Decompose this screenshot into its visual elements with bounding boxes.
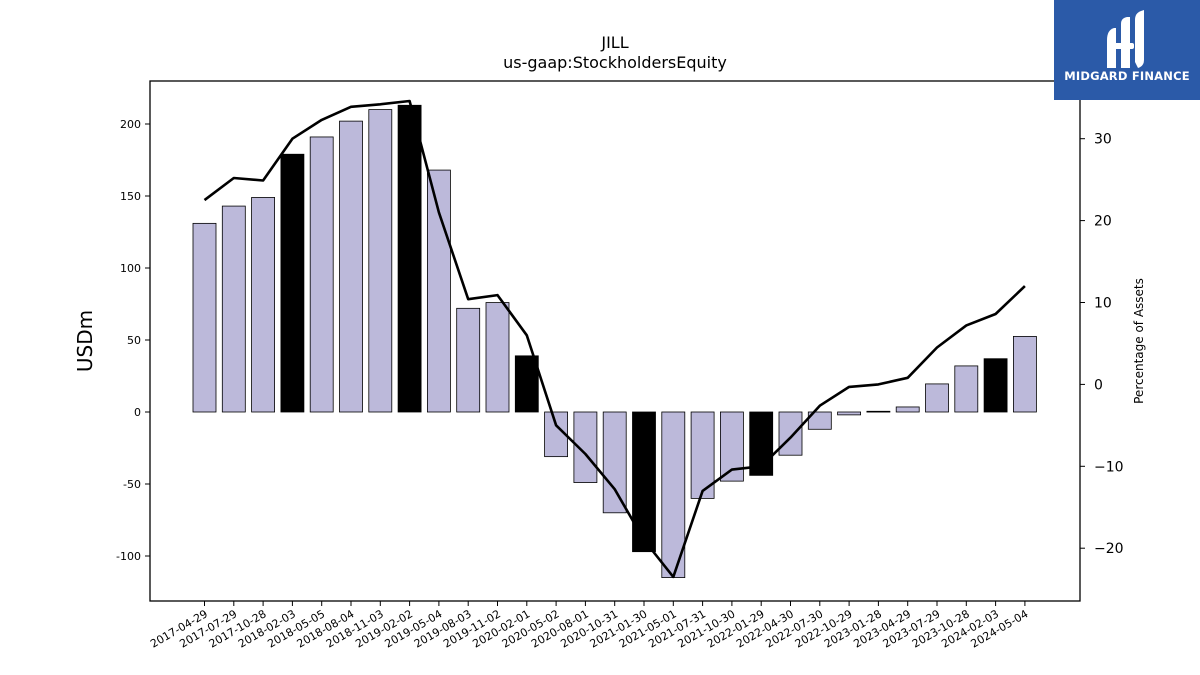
y-tick-label: 100: [120, 262, 141, 275]
y2-axis-label: Percentage of Assets: [1132, 278, 1146, 404]
y-tick-label: 150: [120, 190, 141, 203]
bar: [925, 383, 949, 413]
y-tick-label: -50: [123, 478, 141, 491]
logo-mark-icon: [1107, 10, 1144, 68]
bar: [602, 411, 627, 514]
right-axis: −20 −10 0 10 20 30: [1080, 132, 1124, 557]
bar: [368, 109, 393, 413]
bar: [573, 411, 598, 483]
y2-tick-label: −20: [1094, 541, 1124, 557]
y-tick-label: 200: [120, 118, 141, 131]
logo-text: MIDGARD FINANCE: [1064, 69, 1190, 83]
left-axis: -100 -50 0 50 100 150 200: [116, 118, 150, 563]
line-series: [203, 99, 1026, 579]
bar: [426, 169, 451, 413]
y2-tick-label: 20: [1094, 214, 1112, 230]
bar: [895, 406, 920, 413]
bar: [778, 411, 803, 456]
bar: [339, 120, 363, 413]
bar: [807, 411, 832, 430]
brand-logo: MIDGARD FINANCE: [1054, 0, 1200, 100]
bar: [221, 205, 246, 413]
bar: [866, 410, 891, 413]
y2-tick-label: 30: [1094, 132, 1112, 148]
bar: [514, 355, 539, 413]
bar: [485, 302, 510, 413]
bar: [397, 104, 422, 413]
bar-series: [192, 104, 1037, 579]
line: [203, 99, 1026, 579]
bar: [632, 411, 656, 553]
chart-subtitle: us-gaap:StockholdersEquity: [503, 53, 727, 72]
bar: [192, 222, 217, 413]
y2-tick-label: −10: [1094, 459, 1124, 475]
bar: [544, 411, 568, 458]
y2-tick-label: 10: [1094, 296, 1112, 312]
bar: [837, 411, 861, 416]
y-tick-label: 50: [127, 334, 141, 347]
bar: [983, 358, 1008, 413]
bar: [720, 411, 744, 482]
bar: [456, 307, 481, 413]
x-axis: 2017-04-292017-07-292017-10-282018-02-03…: [148, 601, 1030, 651]
y2-tick-label: 0: [1094, 377, 1103, 393]
y-tick-label: 0: [134, 406, 141, 419]
bar: [251, 197, 276, 413]
bar: [309, 136, 334, 413]
y-tick-label: -100: [116, 550, 141, 563]
bar: [954, 365, 979, 413]
bar: [280, 153, 305, 413]
y-axis-label: USDm: [73, 310, 97, 372]
bar: [1013, 335, 1037, 413]
chart-title: JILL: [600, 33, 628, 52]
bar: [690, 411, 715, 499]
